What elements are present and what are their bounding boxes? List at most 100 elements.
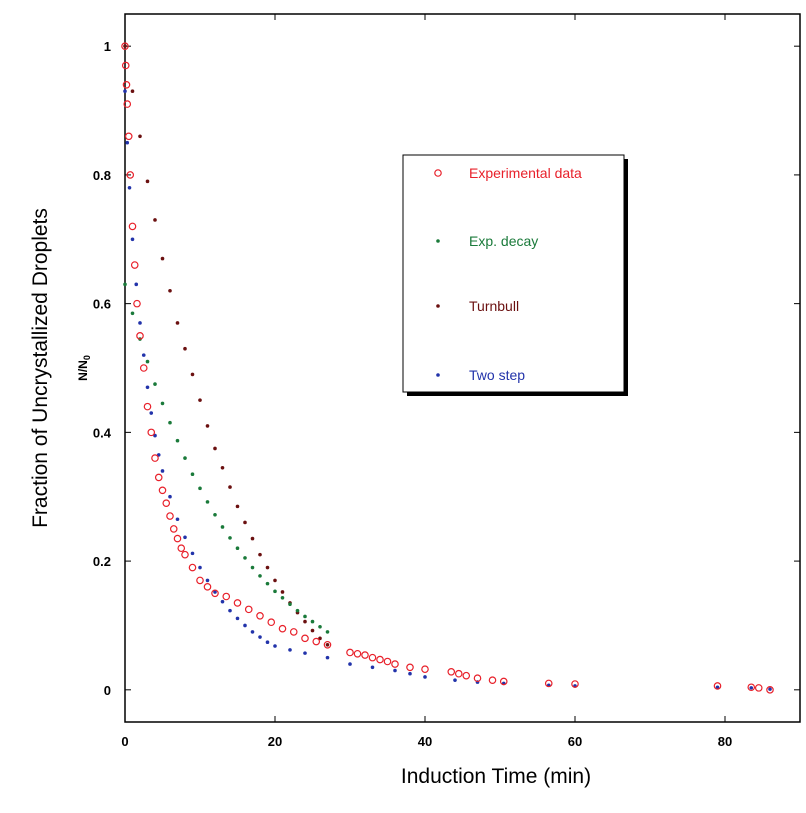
legend: Experimental data Exp. decay Turnbull Two s… (402, 154, 628, 396)
data-point (473, 674, 482, 683)
data-point (145, 179, 150, 184)
data-point (139, 364, 148, 372)
x-tick-label: 20 (268, 734, 282, 749)
data-point (190, 372, 195, 377)
data-point (447, 667, 456, 676)
data-point (233, 599, 242, 607)
legend-marker (434, 169, 442, 177)
data-point (454, 669, 463, 678)
data-point (190, 551, 195, 556)
axis-ticks: 0 20 40 60 80 0 0.2 0.4 0.6 0.8 1 (93, 14, 800, 749)
data-point (713, 682, 722, 690)
legend-entries: Experimental data Exp. decay Turnbull Two s… (434, 165, 582, 383)
x-axis-title: Induction Time (min) (401, 765, 591, 788)
data-point (243, 520, 247, 525)
data-point (393, 668, 397, 673)
data-point (258, 552, 262, 557)
y-axis-sublabel-subscript: 0 (82, 355, 92, 360)
series-1 (123, 282, 330, 634)
data-point (136, 332, 144, 340)
data-point (143, 402, 152, 411)
data-point (213, 590, 217, 594)
data-point (213, 446, 217, 451)
data-point (175, 321, 180, 325)
data-point (198, 565, 202, 570)
data-point (130, 89, 135, 94)
data-point (123, 100, 132, 108)
data-point (323, 640, 332, 649)
data-point (126, 171, 135, 179)
data-point (370, 665, 375, 670)
y-axis-sublabel: N/N0 (76, 355, 92, 381)
data-point (158, 486, 167, 495)
y-tick-label: 0.2 (93, 554, 111, 569)
data-point (211, 589, 219, 598)
data-point (168, 420, 172, 425)
data-point (406, 663, 414, 672)
data-point (295, 608, 300, 613)
data-point (183, 456, 187, 460)
data-point (453, 678, 457, 682)
data-point (149, 411, 154, 415)
data-point (462, 671, 471, 680)
data-point (138, 134, 142, 139)
data-point (243, 556, 247, 560)
data-point (183, 535, 187, 540)
data-point (499, 677, 508, 686)
legend-marker (436, 304, 440, 308)
x-tick-label: 40 (418, 734, 432, 749)
data-point (318, 624, 322, 629)
data-point (183, 346, 187, 351)
data-point (361, 651, 369, 659)
series-layer (121, 42, 774, 694)
data-point (123, 282, 127, 287)
data-point (544, 679, 553, 688)
data-point (205, 424, 210, 428)
data-point (368, 653, 377, 662)
data-point (168, 494, 172, 499)
data-point (138, 321, 142, 325)
data-point (250, 630, 255, 634)
data-point (141, 353, 146, 357)
data-point (151, 454, 159, 462)
y-tick-label: 0 (104, 683, 111, 698)
data-point (273, 644, 277, 648)
data-point (303, 619, 307, 624)
legend-label: Turnbull (469, 298, 519, 314)
data-point (288, 602, 292, 607)
data-point (747, 683, 756, 692)
legend-label: Exp. decay (469, 233, 538, 249)
data-point (130, 311, 135, 316)
data-point (173, 534, 182, 543)
data-point (766, 686, 774, 694)
plot-frame (124, 13, 801, 723)
data-point (303, 614, 307, 619)
data-point (265, 565, 270, 570)
series-3 (123, 89, 772, 691)
data-point (127, 185, 132, 190)
data-point (303, 651, 307, 655)
data-point (250, 536, 255, 541)
legend-label: Experimental data (469, 165, 582, 181)
data-point (222, 592, 231, 601)
data-point (325, 655, 330, 660)
data-point (244, 605, 253, 614)
data-point (768, 687, 772, 691)
data-point (280, 595, 285, 600)
data-point (147, 428, 156, 437)
data-point (278, 624, 287, 633)
data-point (123, 89, 127, 94)
x-tick-label: 80 (718, 734, 732, 749)
data-point (123, 44, 127, 48)
data-point (205, 578, 210, 583)
data-point (198, 486, 202, 491)
data-point (213, 512, 217, 517)
data-point (421, 665, 429, 674)
data-point (325, 642, 330, 647)
data-point (256, 611, 264, 620)
data-point (312, 637, 321, 646)
data-point (181, 550, 189, 559)
data-point (235, 616, 240, 621)
data-point (310, 628, 315, 633)
